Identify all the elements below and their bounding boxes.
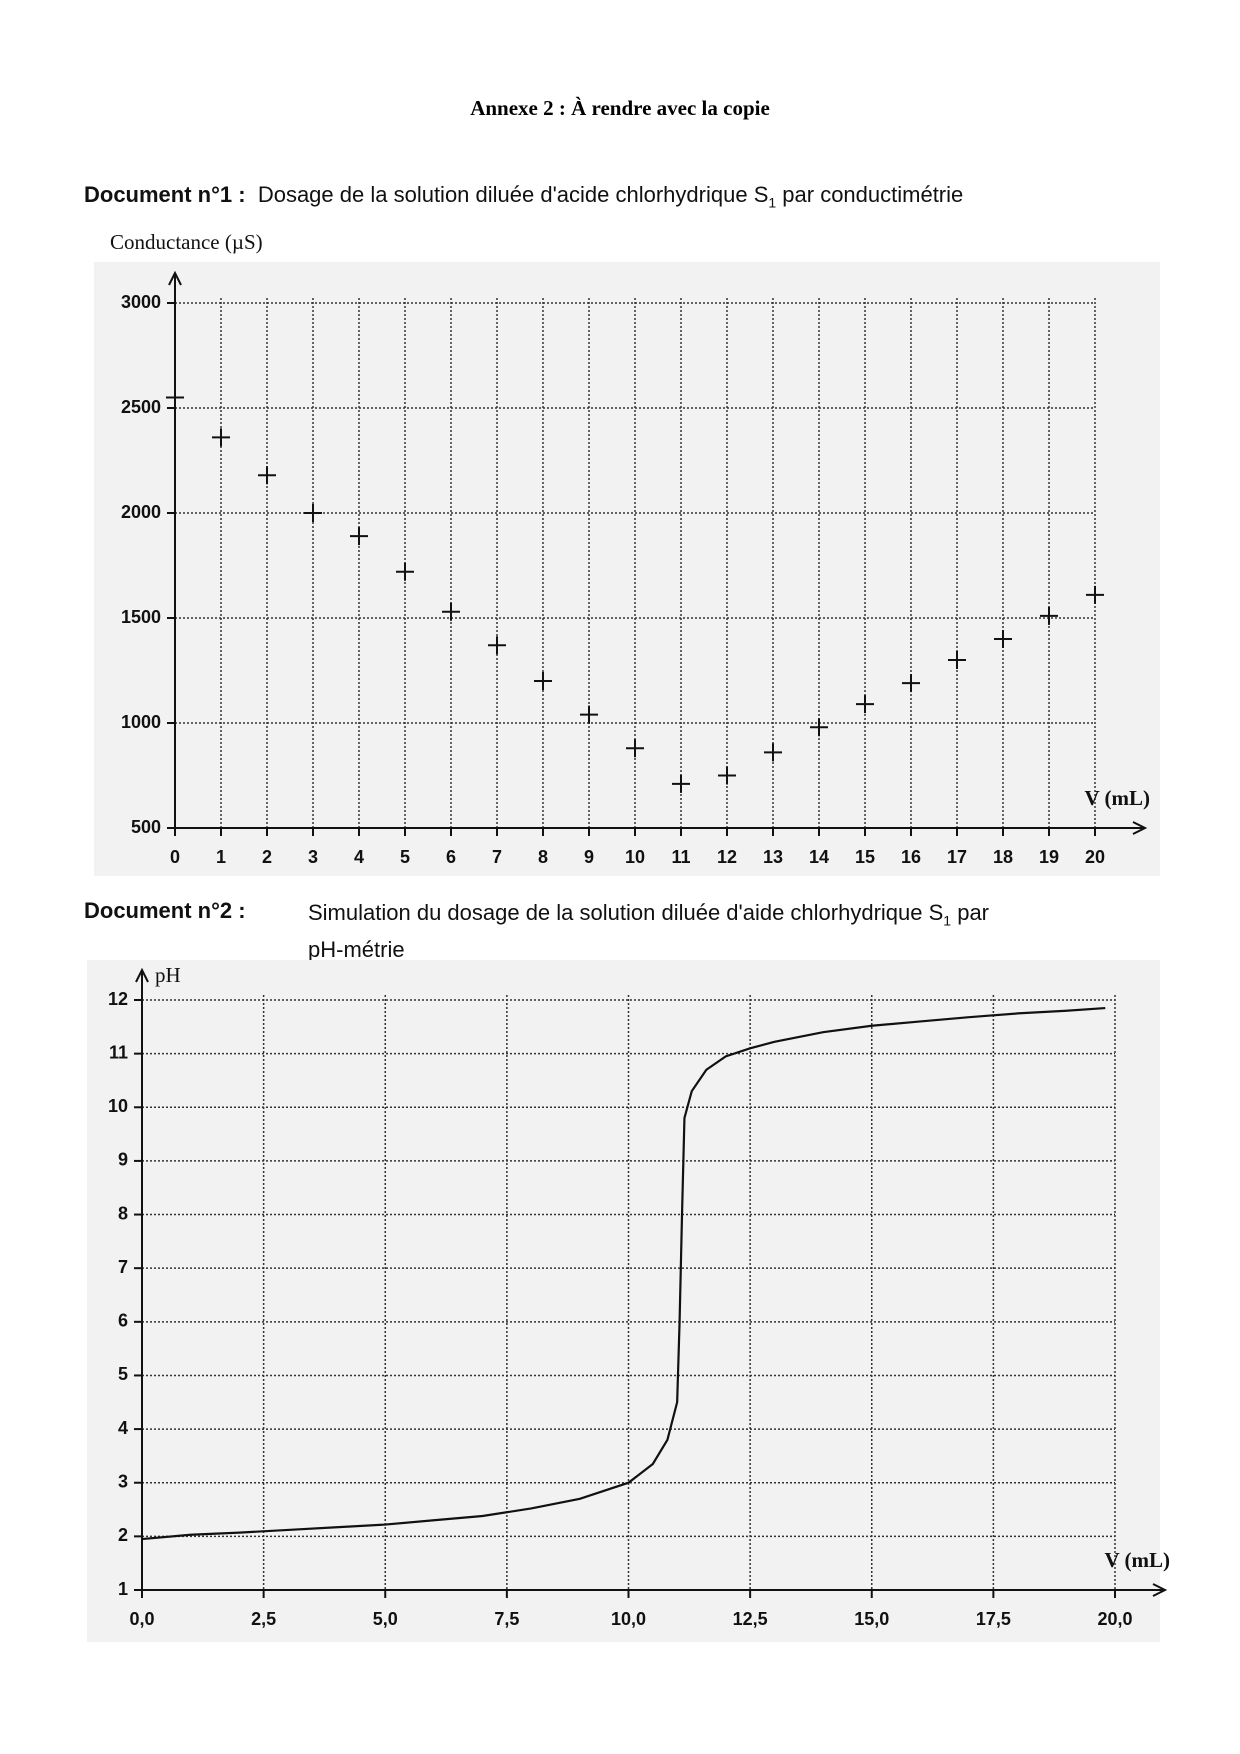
doc-heading: Document n°2 : bbox=[84, 898, 246, 924]
x-tick-label: 8 bbox=[538, 847, 548, 867]
x-tick-label: 7 bbox=[492, 847, 502, 867]
y-tick-label: 10 bbox=[108, 1096, 128, 1116]
x-tick-label: 7,5 bbox=[494, 1609, 519, 1629]
x-tick-label: 14 bbox=[809, 847, 829, 867]
data-point bbox=[856, 695, 874, 714]
y-tick-label: 8 bbox=[118, 1203, 128, 1223]
y-tick-label: 500 bbox=[131, 817, 161, 837]
x-tick-label: 12 bbox=[717, 847, 737, 867]
y-axis bbox=[135, 967, 149, 1590]
x-axis bbox=[142, 1583, 1168, 1597]
x-axis-label: V (mL) bbox=[1104, 1548, 1170, 1572]
x-tick-label: 18 bbox=[993, 847, 1013, 867]
y-tick-label: 11 bbox=[109, 1042, 128, 1062]
data-point bbox=[948, 651, 966, 669]
data-point bbox=[534, 672, 552, 690]
x-tick-label: 0 bbox=[170, 847, 180, 867]
data-point bbox=[258, 466, 276, 485]
data-point bbox=[166, 388, 184, 407]
x-tick-label: 9 bbox=[584, 847, 594, 867]
data-point bbox=[396, 562, 414, 581]
x-tick-label: 15 bbox=[855, 847, 875, 867]
doc-heading: Document n°1 : Dosage de la solution dil… bbox=[84, 182, 963, 210]
data-point bbox=[1040, 606, 1058, 625]
x-tick-label: 15,0 bbox=[854, 1609, 889, 1629]
data-point bbox=[626, 739, 644, 758]
x-tick-label: 16 bbox=[901, 847, 921, 867]
doc-text: Simulation du dosage de la solution dilu… bbox=[308, 900, 944, 925]
doc-text: Dosage de la solution diluée d'acide chl… bbox=[257, 182, 769, 207]
y-tick-label: 9 bbox=[118, 1150, 128, 1170]
data-line bbox=[141, 1006, 1106, 1541]
x-tick-label: 5 bbox=[400, 847, 410, 867]
y-tick-label: 2000 bbox=[121, 502, 161, 522]
doc-text: par conductimétrie bbox=[776, 182, 964, 207]
data-point bbox=[1086, 585, 1104, 604]
x-tick-label: 12,5 bbox=[733, 1609, 768, 1629]
doc-label: Document n°2 : bbox=[84, 898, 246, 923]
y-tick-label: 2 bbox=[118, 1525, 128, 1545]
y-axis bbox=[168, 270, 182, 828]
x-tick-label: 2,5 bbox=[251, 1609, 276, 1629]
x-tick-label: 3 bbox=[308, 847, 318, 867]
chart-background bbox=[94, 262, 1160, 876]
doc-text: pH-métrie bbox=[308, 937, 405, 963]
x-tick-label: 1 bbox=[216, 847, 226, 867]
y-tick-label: 2500 bbox=[121, 397, 161, 417]
data-point bbox=[350, 527, 368, 546]
x-tick-label: 2 bbox=[262, 847, 272, 867]
y-axis-label: Conductance (µS) bbox=[110, 230, 263, 254]
data-point bbox=[810, 718, 828, 737]
data-point bbox=[718, 766, 736, 785]
y-tick-label: 3 bbox=[118, 1471, 128, 1491]
data-point bbox=[488, 636, 506, 655]
x-tick-label: 20,0 bbox=[1097, 1609, 1132, 1629]
x-tick-label: 17 bbox=[947, 847, 967, 867]
x-tick-label: 0,0 bbox=[129, 1609, 154, 1629]
doc-text: par bbox=[951, 900, 990, 925]
doc-text-block: Simulation du dosage de la solution dilu… bbox=[308, 898, 1128, 964]
y-axis-label: pH bbox=[155, 963, 181, 987]
y-tick-label: 5 bbox=[118, 1364, 128, 1384]
y-tick-label: 1 bbox=[118, 1579, 128, 1599]
data-point bbox=[764, 743, 782, 762]
data-point bbox=[902, 674, 920, 693]
subscript: 1 bbox=[768, 194, 777, 211]
x-axis bbox=[175, 821, 1148, 835]
data-point bbox=[304, 504, 322, 522]
y-tick-label: 1000 bbox=[121, 712, 161, 732]
x-tick-label: 20 bbox=[1085, 847, 1105, 867]
y-tick-label: 1500 bbox=[121, 607, 161, 627]
page-title: Annexe 2 : À rendre avec la copie bbox=[470, 96, 770, 120]
x-tick-label: 10 bbox=[625, 847, 645, 867]
x-axis-label: V (mL) bbox=[1084, 786, 1150, 810]
y-tick-label: 6 bbox=[118, 1311, 128, 1331]
x-tick-label: 11 bbox=[671, 847, 690, 867]
data-point bbox=[442, 602, 460, 621]
x-tick-label: 19 bbox=[1039, 847, 1059, 867]
y-tick-label: 3000 bbox=[121, 292, 161, 312]
data-point bbox=[994, 630, 1012, 648]
doc-label: Document n°1 : bbox=[84, 182, 246, 207]
subscript: 1 bbox=[943, 912, 952, 929]
chart-background bbox=[87, 960, 1160, 1642]
x-tick-label: 17,5 bbox=[976, 1609, 1011, 1629]
x-tick-label: 5,0 bbox=[373, 1609, 398, 1629]
x-tick-label: 4 bbox=[354, 847, 364, 867]
y-tick-label: 7 bbox=[118, 1257, 128, 1277]
data-point bbox=[212, 428, 230, 447]
x-tick-label: 10,0 bbox=[611, 1609, 646, 1629]
x-tick-label: 6 bbox=[446, 847, 456, 867]
x-tick-label: 13 bbox=[763, 847, 783, 867]
y-tick-label: 12 bbox=[108, 989, 128, 1009]
data-point bbox=[580, 705, 598, 724]
y-tick-label: 4 bbox=[118, 1418, 128, 1438]
data-point bbox=[672, 774, 690, 793]
